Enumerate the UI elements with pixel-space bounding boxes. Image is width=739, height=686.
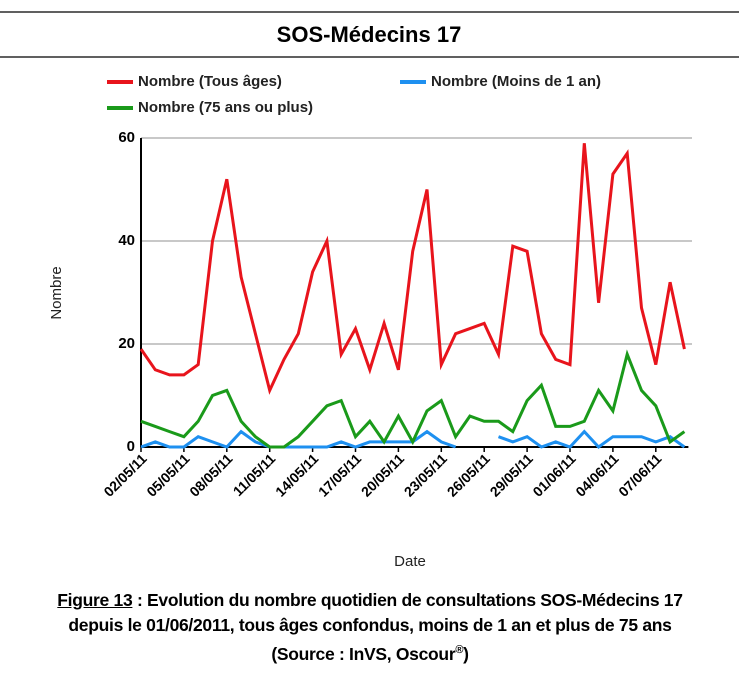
series-line xyxy=(140,429,686,449)
x-tick-label: 01/06/11 xyxy=(529,450,578,499)
x-tick-label: 26/05/11 xyxy=(444,450,493,499)
caption-text: : Evolution du nombre quotidien de consu… xyxy=(68,590,683,664)
x-tick-label: 29/05/11 xyxy=(487,450,536,499)
y-tick-label: 20 xyxy=(118,335,135,352)
y-axis-label: Nombre xyxy=(48,266,65,319)
x-tick-label: 04/06/11 xyxy=(572,450,621,499)
x-tick-label: 07/06/11 xyxy=(615,450,664,499)
legend-label: Nombre (75 ans ou plus) xyxy=(138,99,313,116)
x-tick-label: 17/05/11 xyxy=(315,450,364,499)
y-tick-label: 40 xyxy=(118,232,135,249)
series-line xyxy=(139,143,686,395)
x-tick-label: 20/05/11 xyxy=(358,450,407,499)
y-tick-label: 0 xyxy=(127,438,135,455)
x-axis-label: Date xyxy=(394,553,426,570)
legend-label: Nombre (Moins de 1 an) xyxy=(431,73,601,90)
x-tick-label: 05/05/11 xyxy=(143,450,192,499)
x-tick-label: 14/05/11 xyxy=(272,450,321,499)
series-line xyxy=(140,349,686,449)
caption-mark: ® xyxy=(455,644,464,656)
x-tick-label: 02/05/11 xyxy=(100,450,149,499)
caption-label: Figure 13 xyxy=(57,590,133,610)
x-tick-label: 11/05/11 xyxy=(230,450,279,499)
x-tick-label: 08/05/11 xyxy=(186,450,235,499)
x-tick-label: 23/05/11 xyxy=(401,450,450,499)
legend-label: Nombre (Tous âges) xyxy=(138,73,282,90)
caption: Figure 13 : Evolution du nombre quotidie… xyxy=(40,588,700,667)
chart-title: SOS-Médecins 17 xyxy=(277,22,462,47)
caption-end: ) xyxy=(463,643,469,664)
y-tick-label: 60 xyxy=(118,129,135,146)
